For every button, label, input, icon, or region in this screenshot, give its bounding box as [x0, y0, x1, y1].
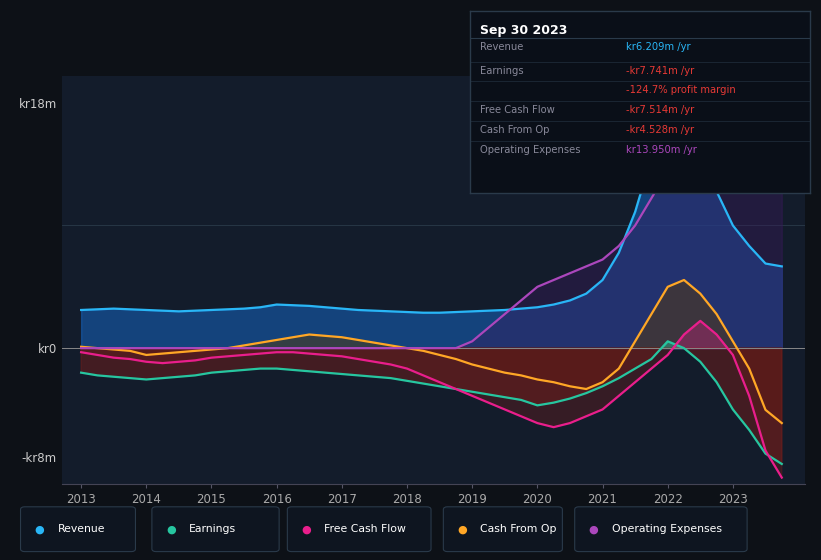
Text: Operating Expenses: Operating Expenses	[479, 145, 580, 155]
Text: Earnings: Earnings	[479, 66, 524, 76]
Text: -kr4.528m /yr: -kr4.528m /yr	[626, 125, 695, 135]
Text: Cash From Op: Cash From Op	[479, 125, 549, 135]
Text: Revenue: Revenue	[479, 42, 523, 52]
Text: Revenue: Revenue	[57, 524, 105, 534]
Text: Sep 30 2023: Sep 30 2023	[479, 24, 567, 37]
Text: ●: ●	[457, 524, 467, 534]
Text: Free Cash Flow: Free Cash Flow	[479, 105, 554, 115]
Text: ●: ●	[166, 524, 176, 534]
Text: -124.7% profit margin: -124.7% profit margin	[626, 85, 736, 95]
Text: -kr7.741m /yr: -kr7.741m /yr	[626, 66, 695, 76]
Text: Free Cash Flow: Free Cash Flow	[324, 524, 406, 534]
Text: Earnings: Earnings	[189, 524, 236, 534]
Text: kr6.209m /yr: kr6.209m /yr	[626, 42, 691, 52]
Text: Cash From Op: Cash From Op	[480, 524, 557, 534]
Text: kr13.950m /yr: kr13.950m /yr	[626, 145, 697, 155]
Text: Operating Expenses: Operating Expenses	[612, 524, 722, 534]
Text: ●: ●	[301, 524, 311, 534]
Text: -kr7.514m /yr: -kr7.514m /yr	[626, 105, 695, 115]
Text: ●: ●	[589, 524, 599, 534]
Text: ●: ●	[34, 524, 44, 534]
